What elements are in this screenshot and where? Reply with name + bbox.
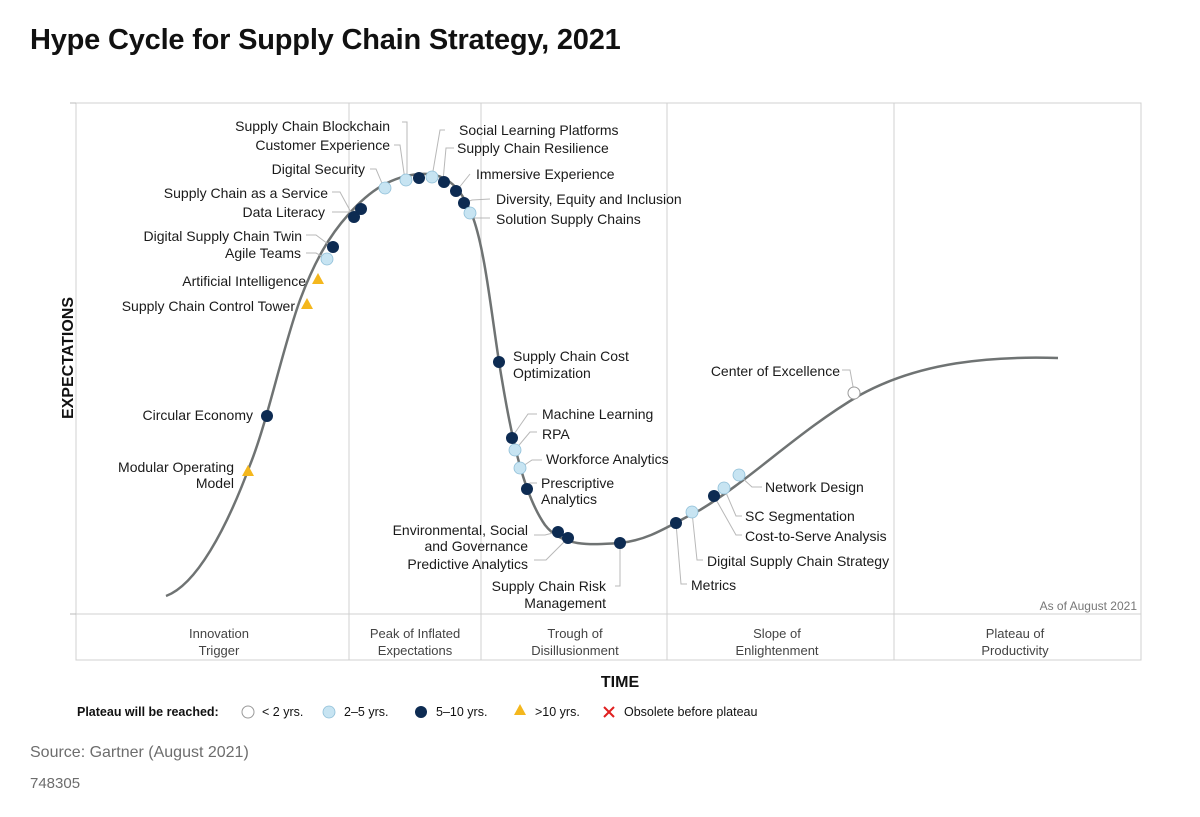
marker-network-design xyxy=(732,468,746,482)
marker-rpa xyxy=(508,443,522,457)
tech-label-model: Model xyxy=(196,475,234,491)
tech-label: Immersive Experience xyxy=(476,166,615,182)
y-axis-label: EXPECTATIONS xyxy=(60,297,77,419)
marker-diversity-equity-inclusion xyxy=(458,197,470,209)
tech-label-sc-cost-1: Supply Chain Cost xyxy=(513,348,629,364)
tech-label: Supply Chain Resilience xyxy=(457,140,609,156)
tech-label: Supply Chain as a Service xyxy=(164,185,328,201)
chart-title: Hype Cycle for Supply Chain Strategy, 20… xyxy=(30,24,621,56)
tech-label: Circular Economy xyxy=(143,407,253,423)
legend-gt10-label: >10 yrs. xyxy=(535,705,580,719)
legend-title: Plateau will be reached: xyxy=(77,705,219,719)
legend-2to5-label: 2–5 yrs. xyxy=(344,705,388,719)
tech-label: Predictive Analytics xyxy=(407,556,528,572)
markers xyxy=(242,170,861,549)
tech-label: Customer Experience xyxy=(255,137,390,153)
marker-machine-learning xyxy=(506,432,518,444)
marker-predictive-analytics xyxy=(562,532,574,544)
marker-digital-supply-chain-twin xyxy=(327,241,339,253)
hype-curve xyxy=(165,172,1059,598)
marker-supply-chain-blockchain xyxy=(413,172,425,184)
phase-label: Trigger xyxy=(199,643,240,658)
legend-obsolete-swatch xyxy=(603,706,615,718)
phase-label: Peak of Inflated xyxy=(370,626,460,641)
tech-label: Digital Supply Chain Twin xyxy=(144,228,303,244)
marker-prescriptive-analytics xyxy=(521,483,533,495)
tech-label-sc-cost-2: Optimization xyxy=(513,365,591,381)
tech-label: Artificial Intelligence xyxy=(182,273,306,289)
legend-lt2-swatch xyxy=(241,705,255,719)
as-of-note: As of August 2021 xyxy=(1040,599,1138,613)
marker-supply-chain-control-tower xyxy=(301,298,313,309)
phase-label: Productivity xyxy=(981,643,1049,658)
legend-obsolete-label: Obsolete before plateau xyxy=(624,705,757,719)
source-note: Source: Gartner (August 2021) xyxy=(30,744,249,761)
legend-gt10-swatch xyxy=(514,704,526,715)
phase-label: Expectations xyxy=(378,643,453,658)
tech-label: Center of Excellence xyxy=(711,363,840,379)
tech-label: Metrics xyxy=(691,577,736,593)
marker-sc-segmentation xyxy=(717,481,731,495)
plot-frame xyxy=(75,102,1142,661)
phase-label: Innovation xyxy=(189,626,249,641)
marker-workforce-analytics xyxy=(513,461,527,475)
phase-label: Enlightenment xyxy=(735,643,818,658)
tech-label: Social Learning Platforms xyxy=(459,122,619,138)
marker-artificial-intelligence xyxy=(312,273,324,284)
tech-label-scrm-2: Management xyxy=(524,595,606,611)
marker-digital-supply-chain-strategy xyxy=(685,505,699,519)
marker-supply-chain-resilience xyxy=(438,176,450,188)
tech-label-scrm-1: Supply Chain Risk xyxy=(492,578,607,594)
marker-supply-chain-as-a-service xyxy=(355,203,367,215)
legend-lt2-label: < 2 yrs. xyxy=(262,705,303,719)
marker-supply-chain-risk-management xyxy=(614,537,626,549)
marker-supply-chain-cost-optimization xyxy=(493,356,505,368)
legend-2to5-swatch xyxy=(322,705,336,719)
tech-label: Cost-to-Serve Analysis xyxy=(745,528,887,544)
tech-label: SC Segmentation xyxy=(745,508,855,524)
leader-lines xyxy=(306,121,855,587)
tech-label: Machine Learning xyxy=(542,406,653,422)
marker-modular-operating-model xyxy=(242,465,254,476)
phase-label: Disillusionment xyxy=(531,643,619,658)
marker-solution-supply-chains xyxy=(463,206,477,220)
phase-label: Slope of xyxy=(753,626,801,641)
document-id: 748305 xyxy=(30,775,81,792)
tech-label: Data Literacy xyxy=(243,204,325,220)
tech-label: Supply Chain Control Tower xyxy=(122,298,296,314)
tech-label-esg-2: and Governance xyxy=(424,538,528,554)
legend-5to10-label: 5–10 yrs. xyxy=(436,705,487,719)
phase-label: Plateau of xyxy=(986,626,1045,641)
tech-label: RPA xyxy=(542,426,570,442)
x-axis-label: TIME xyxy=(601,674,640,691)
phase-label: Trough of xyxy=(547,626,603,641)
marker-cost-to-serve-analysis xyxy=(708,490,720,502)
tech-label: Diversity, Equity and Inclusion xyxy=(496,191,682,207)
marker-data-literacy xyxy=(348,211,360,223)
tech-label: Digital Security xyxy=(272,161,365,177)
marker-social-learning-platforms xyxy=(425,170,439,184)
marker-immersive-experience xyxy=(450,185,462,197)
marker-digital-security xyxy=(378,181,392,195)
tech-label-prescriptive-1: Prescriptive xyxy=(541,475,614,491)
tech-label: Network Design xyxy=(765,479,864,495)
tech-label-modular-operating: Modular Operating xyxy=(118,459,234,475)
marker-agile-teams xyxy=(320,252,334,266)
tech-label: Digital Supply Chain Strategy xyxy=(707,553,889,569)
marker-circular-economy xyxy=(261,410,273,422)
marker-esg xyxy=(552,526,564,538)
marker-customer-experience xyxy=(399,173,413,187)
marker-metrics xyxy=(670,517,682,529)
tech-label: Agile Teams xyxy=(225,245,301,261)
tech-label: Solution Supply Chains xyxy=(496,211,641,227)
tech-label: Supply Chain Blockchain xyxy=(235,118,390,134)
tech-label-prescriptive-2: Analytics xyxy=(541,491,597,507)
tech-label: Workforce Analytics xyxy=(546,451,669,467)
tech-labels: Supply Chain Blockchain Customer Experie… xyxy=(118,118,889,611)
tech-label-esg-1: Environmental, Social xyxy=(393,522,528,538)
legend: Plateau will be reached: < 2 yrs. 2–5 yr… xyxy=(77,704,757,719)
legend-5to10-swatch xyxy=(415,706,427,718)
marker-center-of-excellence xyxy=(847,386,861,400)
